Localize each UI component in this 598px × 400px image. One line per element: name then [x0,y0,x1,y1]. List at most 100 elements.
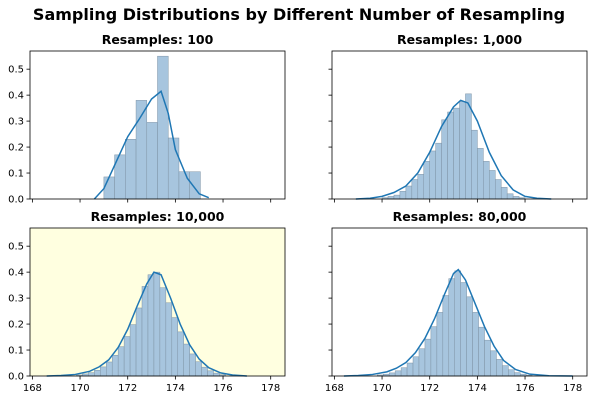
histogram-bar [172,318,178,376]
histogram-bar [168,138,179,199]
y-tick-label: 0.2 [8,320,24,331]
y-tick-label: 0.1 [8,346,24,357]
y-tick-label: 0.3 [8,294,24,305]
histogram-bar [436,143,442,199]
histogram-bar [455,271,461,376]
histogram-bar [389,373,395,376]
histogram-bar [400,191,406,199]
histogram-bar [425,339,431,376]
histogram-bar [418,174,424,199]
histogram-bar [412,180,418,199]
histogram-bar [490,351,496,376]
histogram-bar [437,312,443,376]
x-tick-label: 178 [261,383,280,394]
y-tick-label: 0.5 [8,65,24,76]
histogram-bar [443,296,449,376]
histogram-bar [142,286,148,376]
histogram-bar [473,312,479,376]
histogram-bar [214,373,220,376]
histogram-bar [442,120,448,199]
figure-title: Sampling Distributions by Different Numb… [33,5,565,24]
histogram-bar [100,367,106,376]
histogram-bar [479,327,485,376]
histogram-bar [424,161,430,199]
histogram-bar [190,172,201,199]
x-tick-label: 170 [70,383,89,394]
x-tick-label: 168 [23,383,42,394]
y-tick-label: 0.3 [8,117,24,128]
histogram-bar [179,172,190,199]
subplot-3-title: Resamples: 10,000 [91,209,225,224]
histogram-bar [501,187,507,199]
histogram-bar [471,130,477,199]
subplot-3: Resamples: 10,000 168 170 172 174 176 178 0.0 0… [8,209,285,394]
y-tick-label: 0.0 [8,372,24,383]
histogram-bar [148,275,154,376]
histogram-bar [184,344,190,376]
y-tick-label: 0.4 [8,91,24,102]
histogram-bar [496,359,502,376]
histogram-bar [112,355,118,376]
histogram-bar [136,308,142,376]
histogram-bar [448,112,454,199]
x-tick-label: 172 [420,383,439,394]
histogram-bar [431,327,437,376]
histogram-bar [419,349,425,376]
histogram-bar [461,283,467,376]
subplot-4: Resamples: 80,000 168 170 172 174 176 178 [325,209,587,394]
histogram-bar [124,337,130,376]
x-tick-label: 168 [325,383,344,394]
histogram-bar [460,102,466,199]
histogram-bar [178,332,184,376]
subplot-2-title: Resamples: 1,000 [397,32,522,47]
histogram-bar [208,371,214,376]
histogram-bar [130,325,136,376]
subplot-4-title: Resamples: 80,000 [393,209,527,224]
x-tick-label: 170 [372,383,391,394]
y-tick-label: 0.1 [8,169,24,180]
histogram-bar [449,279,455,376]
y-tick-label: 0.2 [8,143,24,154]
x-tick-label: 174 [468,383,487,394]
histogram-bar [196,362,202,376]
y-tick-label: 0.0 [8,195,24,206]
subplot-1-title: Resamples: 100 [102,32,214,47]
histogram-bar [407,363,413,376]
x-tick-label: 176 [515,383,534,394]
histogram-bar [154,272,160,376]
histogram-bar [395,371,401,376]
histogram-bar [495,180,501,199]
x-tick-label: 176 [213,383,232,394]
histogram-bar [166,303,172,376]
histogram-bar [430,151,436,199]
histogram-bar [202,367,208,376]
subplot-1: Resamples: 100 0.0 0.1 0.2 0.3 0.4 0.5 [8,32,285,206]
y-tick-label: 0.4 [8,268,24,279]
histogram-bar [158,56,169,199]
histogram-bar [104,177,115,199]
histogram-bar [485,340,491,376]
histogram-bar [118,347,124,376]
histogram-bar [489,170,495,199]
histogram-bar [147,122,158,199]
histogram-bar [454,108,460,199]
histogram-bar [106,362,112,376]
histogram-bar [94,370,100,376]
histogram-bar [401,368,407,376]
x-tick-label: 172 [118,383,137,394]
x-tick-label: 178 [563,383,582,394]
histogram-bar [477,148,483,199]
histogram-bar [190,354,196,376]
histogram-bar [507,194,513,199]
histogram-bar [125,139,136,199]
x-tick-label: 174 [166,383,185,394]
subplot-2: Resamples: 1,000 [329,32,588,203]
y-tick-label: 0.5 [8,242,24,253]
histogram-bar [467,297,473,376]
histogram-bar [483,161,489,199]
histogram-bar [502,366,508,376]
histogram-bar [88,373,94,376]
histogram-bar [394,195,400,199]
histogram-bar [406,186,412,199]
